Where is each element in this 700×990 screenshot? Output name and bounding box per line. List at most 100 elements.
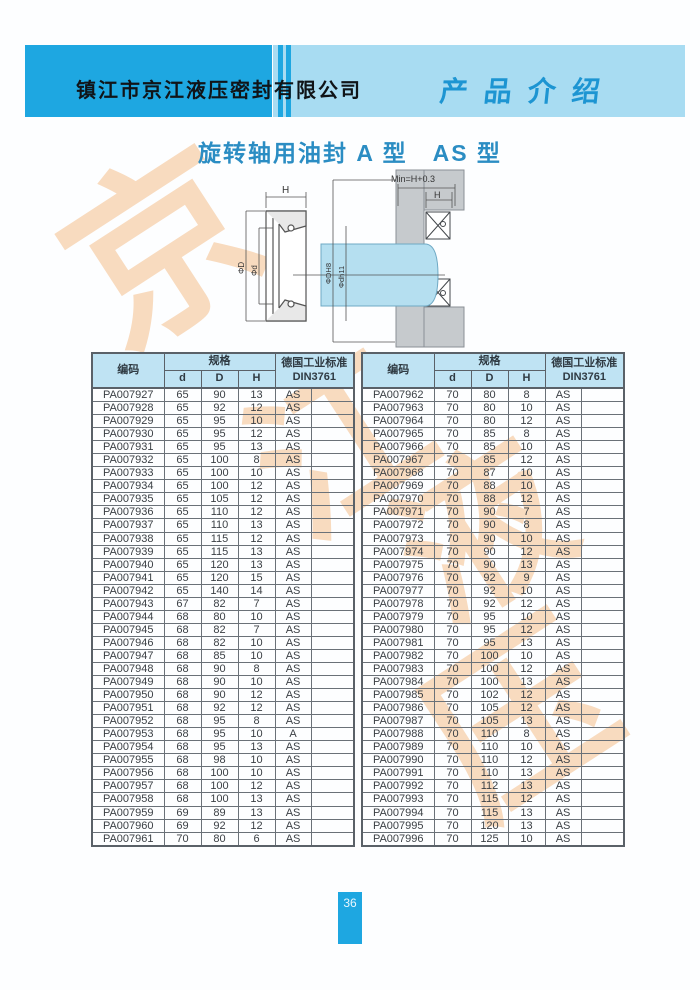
cell-value: AS (544, 544, 582, 559)
cell-value: AS (544, 740, 582, 755)
cell-code: PA007928 (91, 401, 165, 416)
table-row: PA007953 68 95 10 A (91, 727, 355, 742)
table-row: PA007972 70 90 8 AS (361, 518, 625, 533)
cell-value: 68 (163, 753, 202, 768)
cell-value: 70 (433, 557, 472, 572)
cell-empty (310, 727, 355, 742)
cell-value: AS (544, 622, 582, 637)
cell-value: AS (544, 609, 582, 624)
cell-value: AS (274, 583, 312, 598)
cell-empty (310, 661, 355, 677)
cell-value: 8 (507, 727, 546, 742)
cell-value: 70 (433, 779, 472, 794)
right-table-body: PA007962 70 80 8 AS PA007963 70 80 10 AS PA007964 7… (361, 387, 625, 847)
cell-value: 82 (200, 622, 239, 637)
cell-value: 9 (507, 570, 546, 585)
left-table-body: PA007927 65 90 13 AS PA007928 65 92 12 AS PA007929… (91, 387, 355, 847)
cell-empty (310, 622, 355, 637)
col-header-H: H (507, 370, 546, 389)
cell-value: 10 (237, 648, 276, 663)
cell-value: 13 (507, 557, 546, 572)
table-row: PA007934 65 100 12 AS (91, 479, 355, 494)
cell-code: PA007986 (361, 701, 435, 716)
table-row: PA007992 70 112 13 AS (361, 779, 625, 794)
cell-code: PA007969 (361, 479, 435, 494)
cell-value: 10 (237, 727, 276, 742)
cell-value: AS (544, 518, 582, 533)
cell-value: AS (274, 661, 312, 677)
cell-value: AS (544, 753, 582, 768)
table-row: PA007952 68 95 8 AS (91, 714, 355, 729)
cell-value: AS (544, 440, 582, 455)
cell-value: AS (544, 675, 582, 690)
cell-value: 8 (507, 387, 546, 403)
col-header-spec: 规格 (433, 352, 546, 371)
cell-value: 10 (507, 831, 546, 847)
table-row: PA007969 70 88 10 AS (361, 479, 625, 494)
page-number: 36 (343, 896, 357, 910)
cell-empty (580, 609, 625, 624)
cell-value: 13 (507, 675, 546, 690)
cell-empty (310, 675, 355, 690)
cell-value: 65 (163, 387, 202, 403)
cell-value: 12 (507, 753, 546, 768)
cell-value: 82 (200, 635, 239, 650)
cell-value: 90 (470, 531, 509, 546)
cell-empty (580, 427, 625, 442)
cell-value: 70 (433, 661, 472, 677)
cell-value: 92 (200, 818, 239, 833)
cell-value: 100 (200, 479, 239, 494)
cell-empty (310, 531, 355, 546)
cell-value: AS (274, 427, 312, 442)
cell-empty (580, 531, 625, 546)
cell-value: 115 (470, 792, 509, 807)
cell-code: PA007951 (91, 701, 165, 716)
cell-empty (310, 714, 355, 729)
cell-code: PA007953 (91, 727, 165, 742)
cell-code: PA007963 (361, 401, 435, 416)
cell-value: 65 (163, 557, 202, 572)
cell-empty (310, 688, 355, 703)
table-row: PA007931 65 95 13 AS (91, 440, 355, 455)
cell-value: 120 (470, 818, 509, 833)
cell-code: PA007935 (91, 492, 165, 507)
dim-min (397, 184, 456, 208)
table-row: PA007971 70 90 7 AS (361, 505, 625, 520)
cell-value: 12 (507, 792, 546, 807)
cell-value: AS (544, 661, 582, 677)
table-row: PA007995 70 120 13 AS (361, 818, 625, 833)
cell-code: PA007960 (91, 818, 165, 833)
table-row: PA007977 70 92 10 AS (361, 583, 625, 598)
cell-code: PA007994 (361, 805, 435, 820)
cell-value: 65 (163, 401, 202, 416)
cell-value: 70 (433, 479, 472, 494)
cell-value: 90 (470, 518, 509, 533)
cell-empty (580, 505, 625, 520)
table-row: PA007930 65 95 12 AS (91, 427, 355, 442)
table-row: PA007965 70 85 8 AS (361, 427, 625, 442)
cell-empty (580, 518, 625, 533)
table-row: PA007983 70 100 12 AS (361, 661, 625, 677)
cell-value: 10 (237, 635, 276, 650)
cell-value: AS (544, 805, 582, 820)
table-row: PA007947 68 85 10 AS (91, 648, 355, 663)
cell-value: 68 (163, 688, 202, 703)
cell-value: 13 (507, 714, 546, 729)
spec-table-left: 编码 规格 德国工业标准 DIN3761 d D H PA007927 65 90 1… (91, 352, 356, 847)
cell-value: 13 (507, 779, 546, 794)
cell-empty (580, 831, 625, 847)
cell-value: 65 (163, 518, 202, 533)
table-row: PA007970 70 88 12 AS (361, 492, 625, 507)
cell-empty (310, 387, 355, 403)
cell-value: 70 (433, 609, 472, 624)
dim-min-label: Min=H+0.3 (391, 174, 435, 184)
cell-value: 68 (163, 792, 202, 807)
cell-code: PA007973 (361, 531, 435, 546)
cell-code: PA007934 (91, 479, 165, 494)
cell-value: 7 (507, 505, 546, 520)
cell-value: 65 (163, 544, 202, 559)
cell-value: 70 (433, 831, 472, 847)
cell-value: 80 (200, 609, 239, 624)
cell-code: PA007978 (361, 596, 435, 611)
cell-value: 85 (470, 453, 509, 468)
